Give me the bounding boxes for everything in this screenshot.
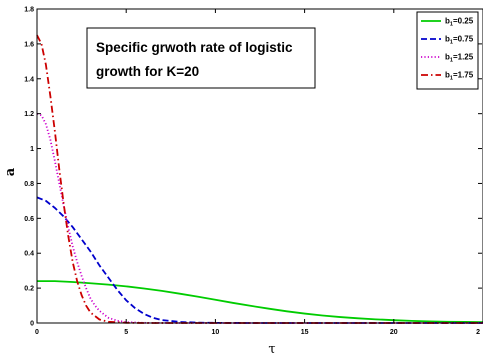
y-tick-label: 1.6 (24, 41, 34, 48)
y-tick-label: 0 (30, 321, 34, 328)
y-tick-label: 1.4 (24, 76, 34, 83)
legend-label-3: b1=1.25 (445, 53, 474, 64)
x-tick-label: 20 (390, 329, 398, 336)
annotation-line-1: Specific grwoth rate of logistic (96, 40, 293, 55)
annotation-line-2: growth for K=20 (96, 64, 199, 79)
y-tick-label: 1.2 (24, 111, 34, 118)
y-tick-label: 1.8 (24, 7, 34, 14)
legend: b1=0.25 b1=0.75 b1=1.25 b1=1.75 (416, 11, 479, 90)
plot-frame (36, 8, 483, 324)
tick-layer: 0 5 10 15 20 200.20.40.60.811.21.41.61.8 (24, 7, 483, 336)
x-tick-label: 5 (124, 329, 128, 336)
annotation-box: Specific grwoth rate of logistic growth … (86, 27, 316, 89)
y-tick-label: 0.2 (24, 286, 34, 293)
legend-label-2: b1=0.75 (445, 35, 474, 46)
series-line-1 (37, 280, 483, 324)
annotation-border (86, 27, 316, 89)
x-tick-label: 15 (301, 329, 309, 336)
y-tick-label: 0.6 (24, 216, 34, 223)
legend-border (416, 11, 479, 90)
y-axis-label: a (3, 167, 18, 176)
x-tick-label: 0 (35, 329, 39, 336)
y-tick-label: 1 (30, 146, 34, 153)
x-tick-label: 10 (212, 329, 220, 336)
y-tick-label: 0.8 (24, 181, 34, 188)
x-axis-label: τ (268, 342, 275, 357)
y-tick-label: 0.4 (24, 251, 34, 258)
series-line-4 (36, 34, 483, 324)
series-line-3 (36, 112, 483, 324)
legend-label-4: b1=1.75 (445, 71, 474, 82)
legend-label-1: b1=0.25 (445, 17, 474, 28)
x-tick-label: 2 (476, 329, 480, 336)
